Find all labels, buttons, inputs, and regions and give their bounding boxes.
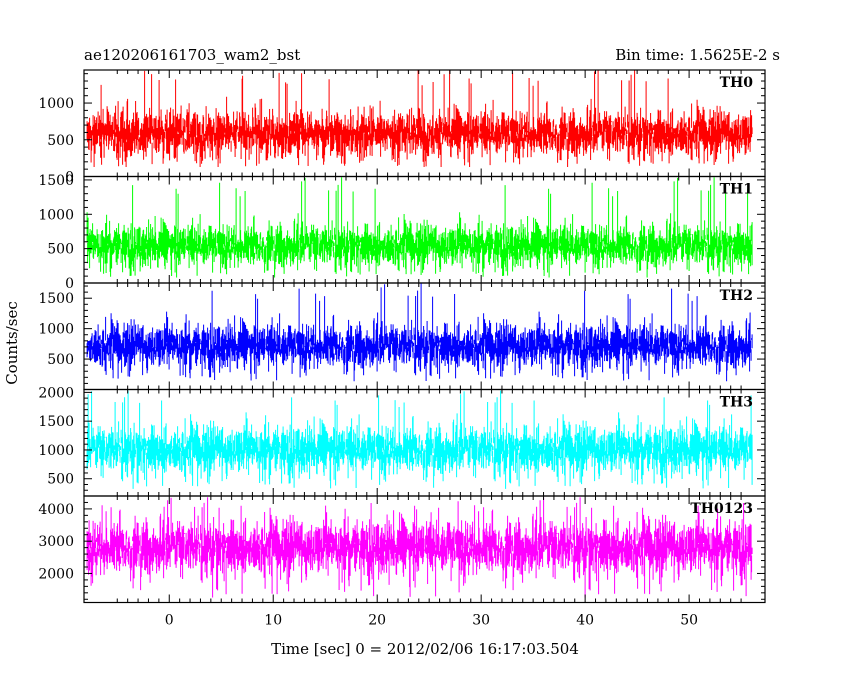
panel-frame (83, 495, 766, 604)
y-tick-label: 500 (47, 242, 74, 258)
x-axis-label: Time [sec] 0 = 2012/02/06 16:17:03.504 (271, 640, 579, 658)
y-tick-label: 1500 (38, 173, 74, 189)
panel-label: TH0 (720, 75, 754, 91)
panel-label: TH2 (720, 288, 753, 304)
y-tick-label: 1500 (38, 414, 74, 430)
panel-th0: 0 500 1000 TH0 (38, 69, 766, 186)
x-tick-label: 50 (680, 613, 698, 629)
panel-label: TH3 (720, 395, 753, 411)
series-th1 (86, 177, 753, 278)
y-tick-label: 1000 (38, 96, 74, 112)
series-th0 (86, 70, 753, 167)
y-tick-label: 2000 (38, 385, 74, 401)
y-tick-label: 3000 (38, 534, 74, 550)
x-tick-label: 0 (165, 613, 174, 629)
y-tick-label: 2000 (38, 566, 74, 582)
panel-th1: 0 500 1000 1500 TH1 (38, 173, 766, 292)
y-tick-label: 4000 (38, 502, 74, 518)
series-th2 (86, 283, 753, 382)
chart-subtitle: Bin time: 1.5625E-2 s (615, 46, 780, 64)
chart-title: ae120206161703_wam2_bst (84, 46, 300, 64)
panel-label: TH1 (720, 182, 753, 198)
panel-th0123: 2000 3000 4000 TH0123 (38, 495, 766, 604)
x-tick-label: 30 (472, 613, 490, 629)
x-tick-label: 40 (576, 613, 594, 629)
y-tick-label: 0 (65, 276, 74, 292)
y-tick-label: 500 (47, 133, 74, 149)
y-tick-label: 500 (47, 352, 74, 368)
y-tick-label: 500 (47, 472, 74, 488)
y-tick-label: 1000 (38, 207, 74, 223)
panel-th2: 500 1000 1500 TH2 (38, 282, 766, 391)
y-tick-label: 1500 (38, 291, 74, 307)
y-tick-label: 1000 (38, 322, 74, 338)
x-tick-label: 10 (264, 613, 282, 629)
series-th3 (86, 390, 753, 489)
y-tick-label: 0 (65, 170, 74, 186)
panel-label: TH0123 (690, 501, 753, 517)
series-th0123 (86, 497, 753, 598)
panel-th3: 500 1000 1500 2000 TH3 (38, 385, 766, 497)
x-tick-label: 20 (368, 613, 386, 629)
y-axis-label: Counts/sec (3, 301, 21, 385)
y-tick-label: 1000 (38, 443, 74, 459)
